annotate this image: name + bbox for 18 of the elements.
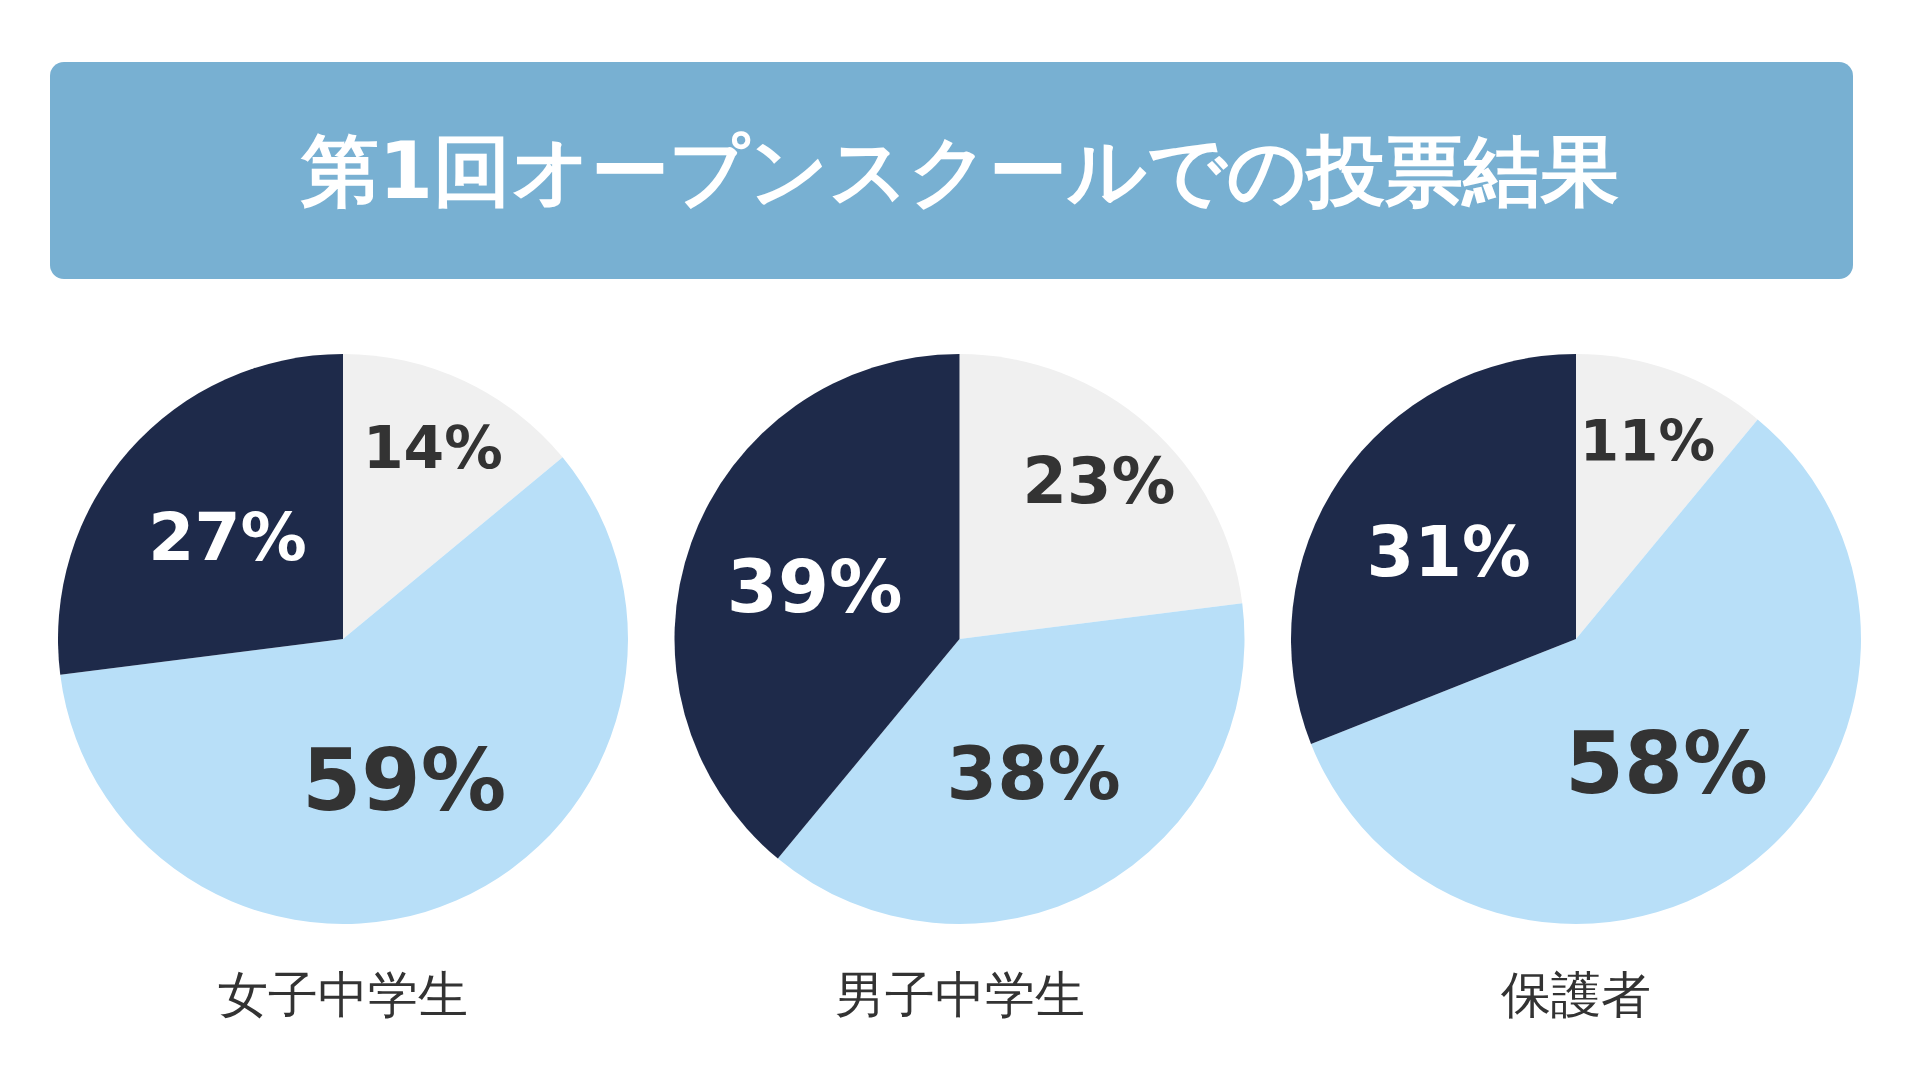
pie-slice [959,354,1243,639]
data-label: 11% [1579,407,1716,474]
text: 第1回オープンスクールでの投票結果 [299,126,1620,216]
pie-slice [58,354,343,675]
data-label: 39% [726,544,903,630]
data-label: 14% [362,414,503,483]
data-label: 27% [148,498,307,576]
data-label: 23% [1022,443,1176,518]
data-label: 59% [301,730,507,830]
text: 男子中学生 [834,966,1085,1024]
data-label: 38% [946,731,1121,817]
text: 女子中学生 [218,966,468,1024]
data-label: 58% [1564,714,1768,814]
pie-slice [1576,354,1758,639]
text: 保護者 [1501,966,1651,1024]
pie-slice [1311,419,1861,924]
data-label: 31% [1366,512,1531,593]
pie-slice [343,354,563,639]
